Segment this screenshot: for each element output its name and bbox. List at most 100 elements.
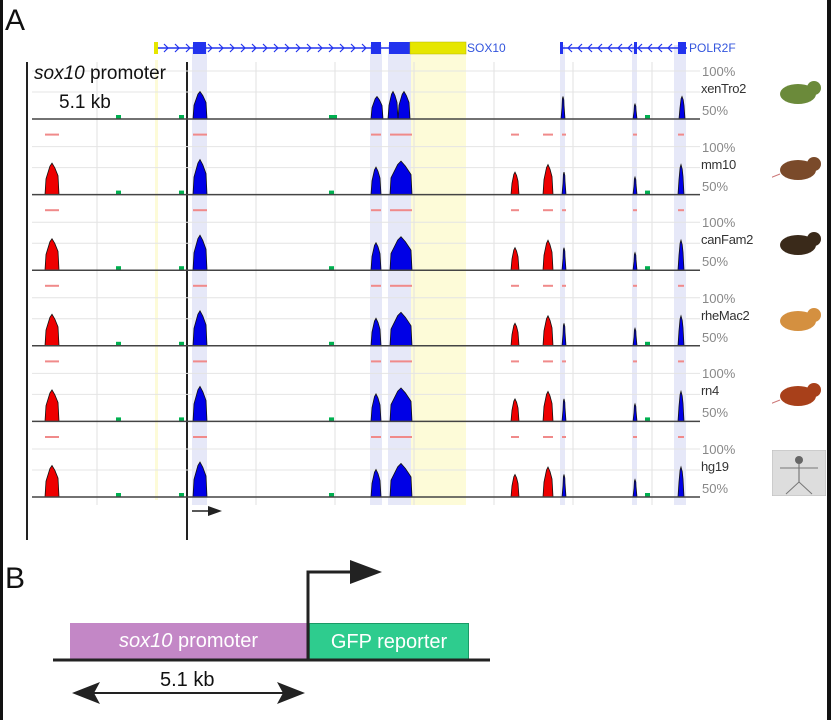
exon-conservation-peak	[370, 317, 382, 347]
conserved-element-mark	[678, 360, 684, 363]
species-label-xenTro2: xenTro2	[701, 81, 747, 96]
repeat-marker	[179, 493, 184, 497]
polr2f-exon	[560, 42, 563, 54]
exon-shade-column	[388, 45, 411, 505]
percent-50-label: 50%	[702, 329, 729, 345]
noncoding-conservation-peak	[510, 398, 520, 422]
strand-chevron	[218, 43, 224, 53]
repeat-marker	[116, 266, 121, 271]
dog-icon	[772, 223, 828, 263]
species-label-canFam2: canFam2	[701, 232, 754, 248]
repeat-marker	[179, 115, 184, 119]
conserved-element-mark	[562, 133, 566, 136]
frame-left-border	[0, 0, 3, 720]
conserved-element-mark	[511, 133, 519, 136]
exon-conservation-peak	[192, 309, 208, 347]
sox10-exon	[371, 42, 381, 54]
strand-chevron-reverse	[567, 43, 573, 53]
repeat-marker	[645, 493, 650, 497]
conserved-element-mark	[390, 133, 412, 136]
strand-chevron	[361, 43, 367, 53]
polr2f-exon	[678, 42, 686, 54]
repeat-marker	[645, 266, 650, 271]
exon-conservation-peak	[677, 163, 685, 196]
frog-icon	[772, 72, 828, 112]
noncoding-conservation-peak	[510, 171, 520, 196]
exon-conservation-peak	[632, 327, 638, 347]
panel-b-label: B	[5, 562, 26, 595]
exon-conservation-peak	[561, 171, 567, 196]
conserved-element-mark	[390, 209, 412, 212]
conserved-element-mark	[371, 133, 381, 136]
conserved-element-mark	[193, 133, 207, 136]
exon-conservation-peak	[632, 175, 638, 196]
exon-shade-column	[370, 45, 382, 505]
tss-arrow-line	[306, 570, 352, 659]
conserved-element-mark	[371, 284, 381, 287]
exon-conservation-peak	[389, 160, 413, 196]
exon-conservation-peak	[632, 402, 638, 422]
exon-conservation-peak	[677, 389, 685, 422]
exon-conservation-peak	[561, 323, 567, 347]
percent-100-label: 100%	[702, 366, 736, 382]
conserved-element-mark	[633, 284, 637, 287]
noncoding-conservation-peak	[510, 246, 520, 271]
conserved-element-mark	[562, 360, 566, 363]
mouse-icon	[769, 148, 828, 188]
strand-chevron-reverse	[577, 43, 583, 53]
promoter-title: sox10 promoter	[34, 63, 166, 85]
strand-chevron	[229, 43, 235, 53]
exon-shade-column	[192, 45, 207, 505]
promoter-size-label: 5.1 kb	[59, 92, 111, 113]
strand-chevron	[240, 43, 246, 53]
repeat-marker	[116, 190, 121, 195]
strand-chevron	[284, 43, 290, 53]
repeat-marker	[116, 417, 121, 422]
strand-chevron-reverse	[607, 43, 613, 53]
exon-conservation-peak	[560, 96, 566, 120]
promoter-word: promoter	[84, 63, 167, 84]
conserved-element-mark	[543, 360, 553, 363]
conserved-element-mark	[193, 284, 207, 287]
strand-chevron	[317, 43, 323, 53]
exon-conservation-peak	[561, 398, 567, 422]
conservation-tracks	[26, 41, 700, 540]
strand-chevron	[207, 43, 213, 53]
percent-100-label: 100%	[702, 139, 736, 155]
conserved-element-mark	[390, 360, 412, 363]
noncoding-conservation-peak	[542, 390, 554, 422]
strand-chevron-reverse	[597, 43, 603, 53]
exon-shade-column	[632, 45, 637, 505]
percent-50-label: 50%	[702, 178, 729, 194]
noncoding-conservation-peak	[542, 466, 554, 498]
percent-100-label: 100%	[702, 290, 736, 306]
noncoding-conservation-peak	[44, 389, 60, 422]
strand-chevron	[328, 43, 334, 53]
exon-conservation-peak	[677, 238, 685, 271]
conserved-element-mark	[543, 209, 553, 212]
strand-chevron	[350, 43, 356, 53]
species-label-mm10: mm10	[701, 156, 736, 172]
strand-chevron	[262, 43, 268, 53]
exon-conservation-peak	[389, 462, 413, 498]
conserved-element-mark	[678, 133, 684, 136]
conserved-element-mark	[45, 360, 59, 363]
conserved-element-mark	[193, 209, 207, 212]
promoter-box-word: promoter	[172, 629, 258, 652]
repeat-marker	[329, 266, 334, 271]
conserved-element-mark	[371, 209, 381, 212]
sox10-utr-left	[154, 42, 158, 54]
conserved-element-mark	[45, 436, 59, 438]
conserved-element-mark	[371, 360, 381, 363]
rat-icon	[769, 374, 828, 414]
species-label-rheMac2: rheMac2	[701, 307, 750, 323]
percent-50-label: 50%	[702, 481, 729, 496]
conserved-element-mark	[543, 284, 553, 287]
promoter-box-gene: sox10	[119, 629, 173, 652]
conserved-element-mark	[678, 209, 684, 212]
noncoding-conservation-peak	[542, 239, 554, 271]
conserved-element-mark	[633, 133, 637, 136]
exon-conservation-peak	[389, 387, 413, 422]
repeat-marker	[645, 190, 650, 195]
conserved-element-mark	[193, 436, 207, 438]
